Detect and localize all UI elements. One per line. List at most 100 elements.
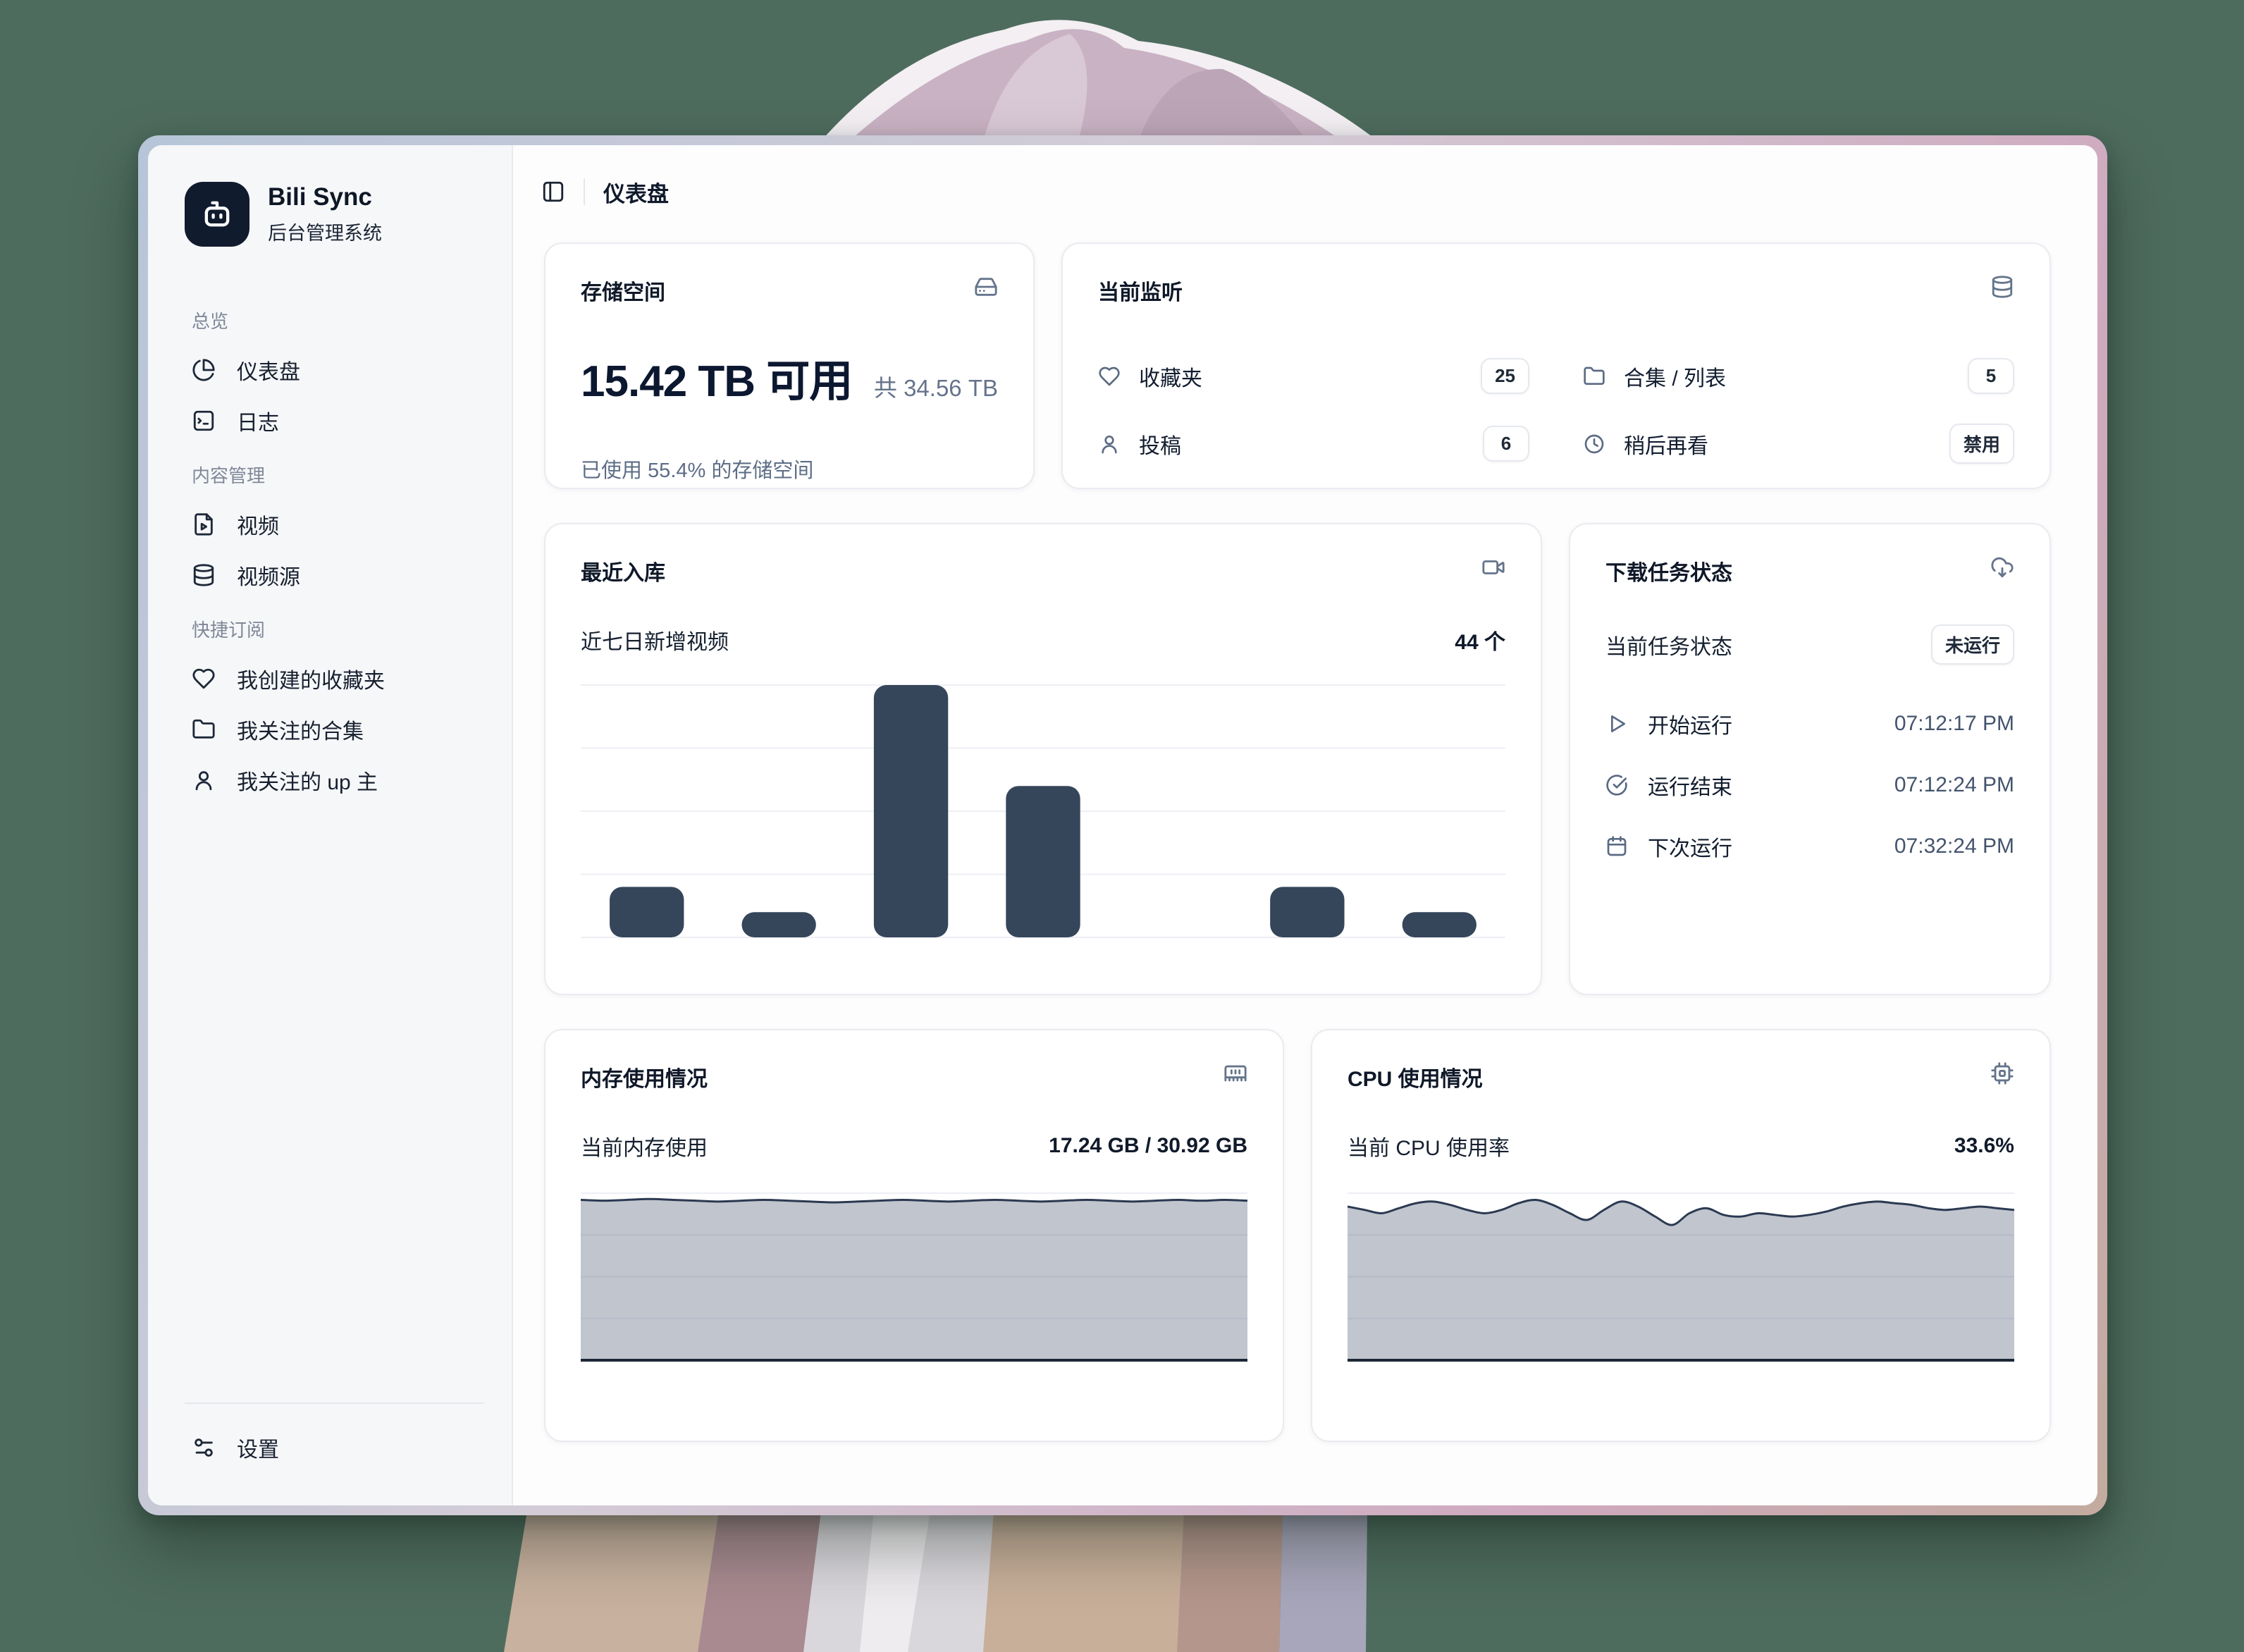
memory-area-chart — [581, 1192, 1247, 1362]
cpu-label: 当前 CPU 使用率 — [1348, 1137, 1510, 1160]
main-area: 仪表盘 存储空间 15.42 TB 可用 共 34.56 TB — [513, 145, 2097, 1505]
download-task-card: 下载任务状态 当前任务状态 未运行 开始运行 07:12:17 PM 运行结束 … — [1569, 523, 2051, 995]
sidebar-item-videos[interactable]: 视频 — [185, 499, 483, 550]
task-row-label: 运行结束 — [1648, 775, 1732, 799]
folder-icon — [192, 717, 216, 741]
task-row-value: 07:12:24 PM — [1894, 772, 2014, 796]
sidebar-toggle-button[interactable] — [541, 180, 565, 204]
recent-additions-card: 最近入库 近七日新增视频 44 个 — [544, 523, 1542, 995]
monitor-item-badge: 5 — [1968, 358, 2014, 394]
monitor-item-label: 稍后再看 — [1624, 434, 1708, 458]
task-row: 运行结束 07:12:24 PM — [1605, 754, 2014, 815]
card-title: 下载任务状态 — [1605, 562, 1732, 585]
app-title: Bili Sync — [268, 183, 372, 211]
sidebar-item-logs[interactable]: 日志 — [185, 395, 483, 446]
cpu-icon — [1990, 1061, 2014, 1085]
sidebar-item-my-favorites[interactable]: 我创建的收藏夹 — [185, 653, 483, 704]
sidebar-item-video-sources[interactable]: 视频源 — [185, 550, 483, 600]
file-video-icon — [192, 512, 216, 536]
monitor-item: 稍后再看 禁用 — [1583, 424, 2014, 464]
task-list: 开始运行 07:12:17 PM 运行结束 07:12:24 PM 下次运行 0… — [1605, 693, 2014, 877]
task-row-label: 开始运行 — [1648, 714, 1732, 738]
sliders-icon — [192, 1436, 216, 1460]
card-title: CPU 使用情况 — [1348, 1068, 1483, 1091]
app-window: Bili Sync 后台管理系统 总览 仪表盘 日志 内容管理 视频 视频源 快… — [138, 135, 2107, 1515]
task-row: 下次运行 07:32:24 PM — [1605, 815, 2014, 877]
bot-icon — [185, 182, 249, 247]
pie-chart-icon — [192, 358, 216, 382]
play-icon — [1605, 713, 1628, 735]
storage-card: 存储空间 15.42 TB 可用 共 34.56 TB 已使用 55.4% 的存… — [544, 242, 1035, 489]
cpu-value: 33.6% — [1954, 1134, 2014, 1157]
task-row-label: 下次运行 — [1648, 837, 1732, 861]
sidebar-nav: 总览 仪表盘 日志 内容管理 视频 视频源 快捷订阅 我创建的收藏夹 我关注的合… — [185, 292, 483, 806]
dashboard-content: 存储空间 15.42 TB 可用 共 34.56 TB 已使用 55.4% 的存… — [513, 238, 2097, 1505]
folder-icon — [1583, 365, 1605, 388]
page-title: 仪表盘 — [603, 181, 669, 207]
sidebar-item-label: 仪表盘 — [237, 361, 300, 384]
nav-section-label: 总览 — [192, 311, 229, 332]
heart-icon — [192, 667, 216, 691]
sidebar-item-followed-uploaders[interactable]: 我关注的 up 主 — [185, 755, 483, 806]
sidebar-item-label: 我创建的收藏夹 — [237, 670, 385, 693]
topbar-divider — [584, 178, 585, 205]
recent-subtitle: 近七日新增视频 — [581, 631, 729, 654]
card-title: 最近入库 — [581, 562, 665, 585]
sidebar-item-label: 视频源 — [237, 566, 300, 589]
calendar-icon — [1605, 835, 1628, 858]
card-title: 存储空间 — [581, 281, 665, 304]
sidebar-item-settings[interactable]: 设置 — [185, 1422, 483, 1473]
sidebar-footer: 设置 — [185, 1403, 483, 1473]
sidebar: Bili Sync 后台管理系统 总览 仪表盘 日志 内容管理 视频 视频源 快… — [148, 145, 513, 1505]
database-icon — [1990, 275, 2014, 299]
recent-count: 44 个 — [1455, 631, 1505, 654]
sidebar-item-label: 日志 — [237, 412, 279, 435]
background-character-body — [504, 1511, 1367, 1652]
task-row-value: 07:32:24 PM — [1894, 834, 2014, 858]
heart-icon — [1098, 365, 1121, 388]
sidebar-item-dashboard[interactable]: 仪表盘 — [185, 345, 483, 395]
nav-section-label: 内容管理 — [192, 465, 266, 486]
memory-value: 17.24 GB / 30.92 GB — [1049, 1134, 1247, 1157]
card-title: 内存使用情况 — [581, 1068, 708, 1091]
monitor-item-label: 合集 / 列表 — [1624, 366, 1727, 390]
task-status-label: 当前任务状态 — [1605, 635, 1732, 659]
monitor-item-badge: 25 — [1481, 358, 1529, 394]
sidebar-item-label: 视频 — [237, 515, 279, 538]
recent-bar-chart — [581, 684, 1505, 938]
terminal-square-icon — [192, 409, 216, 433]
memory-usage-card: 内存使用情况 当前内存使用 17.24 GB / 30.92 GB — [544, 1029, 1284, 1442]
app-logo[interactable]: Bili Sync 后台管理系统 — [185, 182, 483, 247]
app-subtitle: 后台管理系统 — [268, 222, 382, 244]
storage-caption: 已使用 55.4% 的存储空间 — [581, 460, 814, 482]
nav-section-label: 快捷订阅 — [192, 620, 266, 641]
sidebar-item-label: 我关注的合集 — [237, 720, 364, 744]
memory-icon — [1223, 1061, 1247, 1085]
card-title: 当前监听 — [1098, 281, 1183, 304]
sidebar-item-label: 我关注的 up 主 — [237, 771, 378, 794]
background-character-hair — [821, 20, 1378, 141]
cpu-usage-card: CPU 使用情况 当前 CPU 使用率 33.6% — [1311, 1029, 2051, 1442]
memory-label: 当前内存使用 — [581, 1137, 708, 1160]
monitor-item: 合集 / 列表 5 — [1583, 358, 2014, 394]
monitor-item-label: 收藏夹 — [1139, 366, 1202, 390]
task-row: 开始运行 07:12:17 PM — [1605, 693, 2014, 754]
monitoring-card: 当前监听 收藏夹 25 合集 / 列表 5 投稿 6 稍后再看 禁用 — [1061, 242, 2051, 489]
panel-left-icon — [541, 180, 565, 204]
cpu-area-chart — [1348, 1192, 2014, 1362]
monitor-item: 投稿 6 — [1098, 424, 1529, 464]
monitor-item: 收藏夹 25 — [1098, 358, 1529, 394]
user-icon — [1098, 433, 1121, 455]
cloud-download-icon — [1990, 555, 2014, 579]
task-row-value: 07:12:17 PM — [1894, 711, 2014, 735]
monitor-item-label: 投稿 — [1139, 434, 1181, 458]
monitor-grid: 收藏夹 25 合集 / 列表 5 投稿 6 稍后再看 禁用 — [1098, 358, 2014, 464]
user-icon — [192, 768, 216, 792]
clock-icon — [1583, 433, 1605, 455]
video-camera-icon — [1481, 555, 1505, 579]
sidebar-item-followed-collections[interactable]: 我关注的合集 — [185, 704, 483, 755]
monitor-item-badge: 禁用 — [1949, 424, 2014, 464]
storage-total-value: 共 34.56 TB — [873, 375, 998, 401]
check-circle-icon — [1605, 774, 1628, 796]
